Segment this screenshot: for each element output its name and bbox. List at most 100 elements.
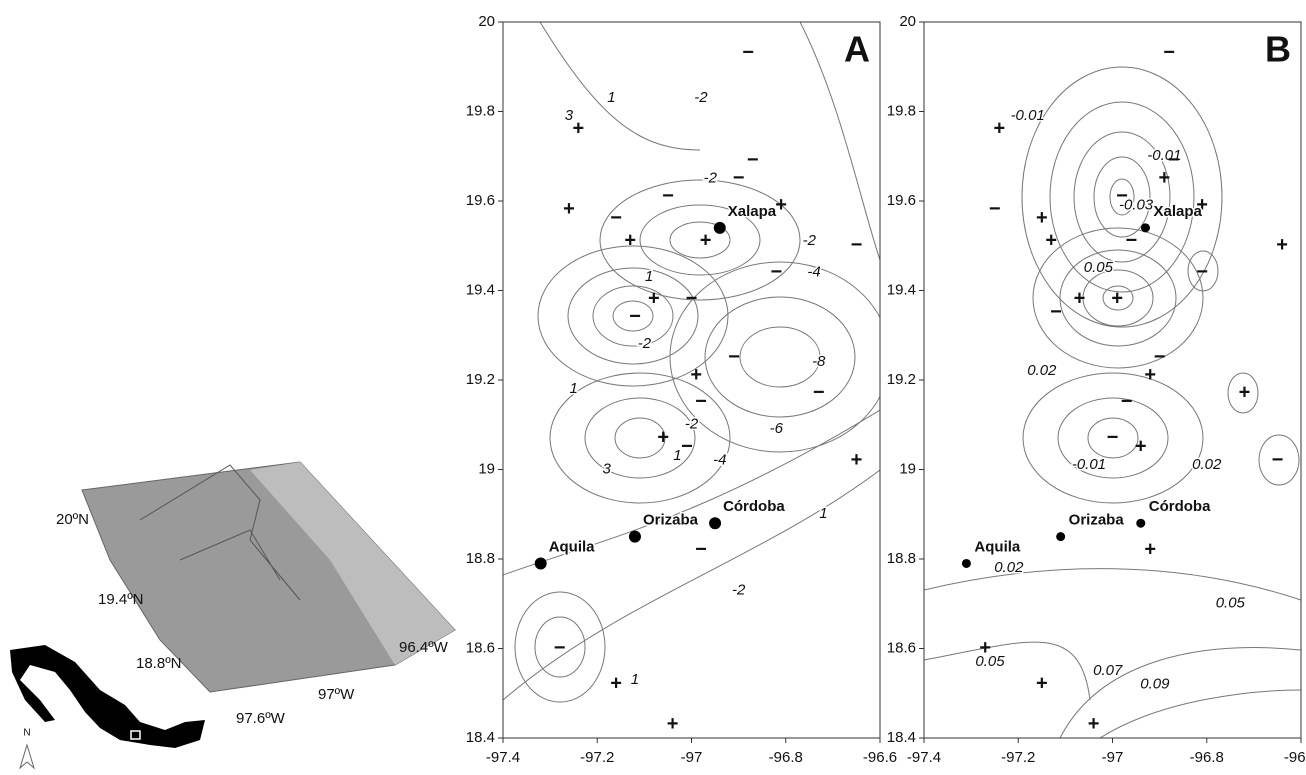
inset-label: 97ºW (318, 686, 355, 703)
sign-marker: + (1111, 288, 1123, 310)
sign-marker: + (563, 198, 575, 220)
contour-label: 1 (631, 671, 639, 688)
sign-marker: − (1272, 449, 1284, 471)
contours-a (503, 22, 890, 702)
x-tick-label: -97.4 (486, 749, 520, 766)
city-dot (1056, 532, 1065, 541)
north-label: N (23, 728, 30, 739)
city-label: Córdoba (1149, 498, 1211, 515)
city-dot (709, 517, 721, 529)
city-dot (1141, 223, 1150, 232)
sign-marker: − (742, 42, 754, 64)
x-tick-label: -97.4 (907, 749, 941, 766)
sign-marker: − (1163, 42, 1175, 64)
sign-marker: + (979, 637, 991, 659)
contour-label: 0.02 (994, 559, 1024, 576)
sign-marker: + (573, 118, 585, 140)
contour-label: 3 (603, 460, 612, 477)
sign-marker: − (1126, 230, 1138, 252)
contour-label: 1 (570, 380, 578, 397)
inset-label: 97.6ºW (236, 710, 286, 727)
inset-label: 96.4ºW (399, 639, 449, 656)
contour-label: 0.09 (1140, 675, 1170, 692)
contour-label: -2 (803, 232, 817, 249)
contour-label: 0.05 (1216, 595, 1246, 612)
y-tick-label: 20 (899, 13, 916, 30)
sign-marker: − (989, 198, 1001, 220)
panel-label: B (1265, 29, 1291, 70)
sign-marker: + (690, 364, 702, 386)
sign-marker: − (681, 435, 693, 457)
plot-frame (924, 22, 1301, 738)
x-tick-label: -96.6 (863, 749, 897, 766)
y-tick-label: 19.4 (466, 281, 495, 298)
sign-marker: + (1276, 234, 1288, 256)
contour-label: -2 (732, 581, 746, 598)
sign-marker: − (733, 167, 745, 189)
contour-label: 0.07 (1093, 662, 1123, 679)
sign-marker: + (1144, 538, 1156, 560)
y-tick-label: 18.8 (466, 550, 495, 567)
sign-marker: + (1074, 288, 1086, 310)
x-tick-label: -97.2 (580, 749, 614, 766)
city-label: Aquila (549, 538, 595, 555)
sign-marker: + (1045, 230, 1057, 252)
contour-label: -4 (713, 452, 726, 469)
contour-label: -0.01 (1072, 456, 1106, 473)
city-label: Orizaba (643, 512, 699, 529)
city-dot (962, 559, 971, 568)
sign-marker: + (624, 230, 636, 252)
y-tick-label: 19 (899, 460, 916, 477)
contour-label: 0.02 (1192, 456, 1222, 473)
sign-marker: − (1121, 391, 1133, 413)
city-dot (629, 531, 641, 543)
x-tick-label: -97 (681, 749, 703, 766)
inset-label: 18.8ºN (136, 655, 182, 672)
x-tick-label: -97 (1102, 749, 1124, 766)
sign-marker: + (657, 426, 669, 448)
figure: N 20ºN 19.4ºN 18.8ºN 97.6ºW 97ºW 96.4ºW … (0, 0, 1306, 775)
x-tick-label: -96.8 (769, 749, 803, 766)
inset-label: 20ºN (56, 511, 89, 528)
sign-marker: + (610, 673, 622, 695)
contour-label: 1 (819, 505, 827, 522)
y-tick-label: 19.8 (466, 102, 495, 119)
contour-label: -6 (770, 420, 784, 437)
sign-marker: − (629, 306, 641, 328)
contour-label: 1 (645, 268, 653, 285)
y-tick-label: 19.6 (887, 192, 916, 209)
sign-marker: − (1196, 261, 1208, 283)
y-tick-label: 19 (478, 460, 495, 477)
sign-marker: + (851, 449, 863, 471)
sign-marker: + (667, 713, 679, 735)
city-label: Xalapa (728, 203, 777, 220)
x-tick-label: -96.8 (1190, 749, 1224, 766)
sign-marker: − (686, 288, 698, 310)
y-tick-label: 18.4 (887, 729, 916, 746)
sign-marker: + (700, 230, 712, 252)
city-dot (535, 557, 547, 569)
y-tick-label: 18.4 (466, 729, 495, 746)
contour-label: -4 (807, 264, 820, 281)
city-label: Córdoba (723, 498, 785, 515)
inset: N 20ºN 19.4ºN 18.8ºN 97.6ºW 97ºW 96.4ºW (10, 462, 455, 768)
y-tick-label: 19.2 (887, 371, 916, 388)
sign-marker: − (728, 346, 740, 368)
y-tick-label: 19.6 (466, 192, 495, 209)
sign-marker: + (648, 288, 660, 310)
x-tick-label: -97.2 (1001, 749, 1035, 766)
sign-marker: + (1088, 713, 1100, 735)
y-tick-label: 20 (478, 13, 495, 30)
sign-marker: + (1158, 167, 1170, 189)
y-tick-label: 19.4 (887, 281, 916, 298)
city-label: Xalapa (1153, 203, 1202, 220)
contour-label: -8 (812, 353, 826, 370)
sign-marker: − (695, 538, 707, 560)
sign-marker: − (747, 149, 759, 171)
y-tick-label: 19.8 (887, 102, 916, 119)
y-tick-label: 18.8 (887, 550, 916, 567)
contour-label: -2 (704, 170, 718, 187)
sign-marker: − (813, 382, 825, 404)
contour-label: -2 (685, 416, 699, 433)
sign-marker: − (770, 261, 782, 283)
